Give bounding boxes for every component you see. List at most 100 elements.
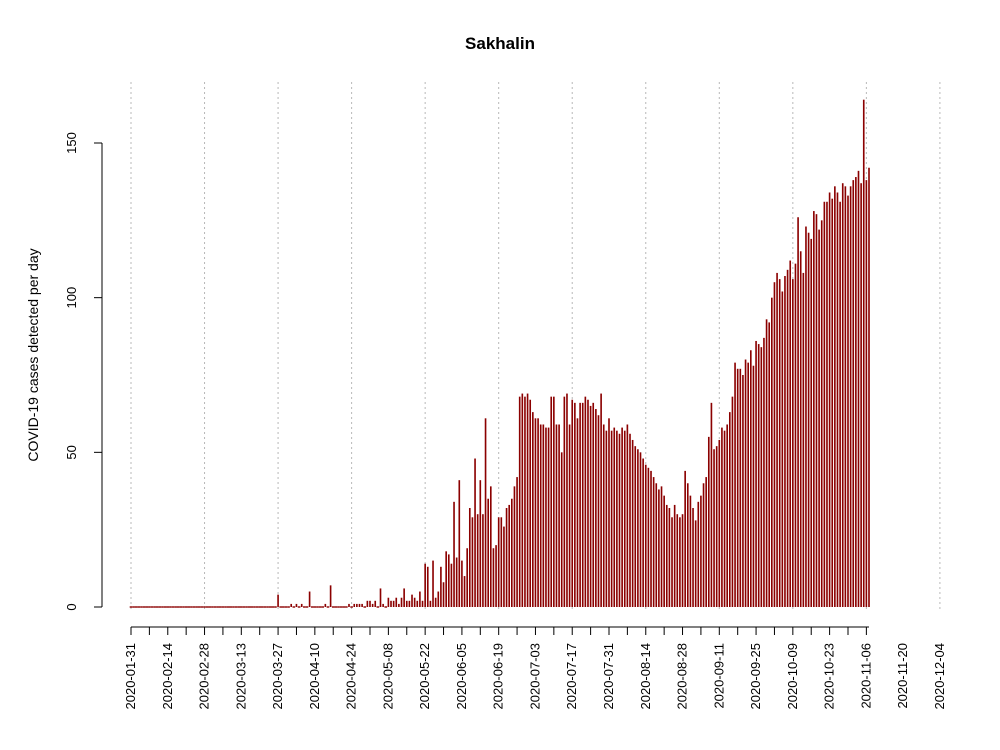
bar xyxy=(781,291,784,607)
bar xyxy=(419,591,421,607)
bar xyxy=(797,217,799,608)
bar xyxy=(721,427,723,607)
bar xyxy=(747,362,749,607)
x-tick-label: 2020-06-05 xyxy=(454,643,469,710)
bar xyxy=(300,603,303,607)
bar xyxy=(521,393,524,607)
bar xyxy=(855,177,857,607)
x-tick-label: 2020-07-17 xyxy=(564,643,579,710)
bar xyxy=(715,446,718,607)
bar xyxy=(771,297,773,607)
bar xyxy=(818,229,820,608)
bar xyxy=(616,430,618,607)
bar xyxy=(671,517,673,607)
bar xyxy=(810,238,813,607)
bar xyxy=(437,591,440,607)
bar xyxy=(495,545,497,607)
bar xyxy=(348,603,350,607)
bar xyxy=(623,430,626,607)
bar xyxy=(366,600,369,607)
bar xyxy=(329,585,332,607)
x-tick-label: 2020-10-23 xyxy=(822,643,837,710)
bar xyxy=(358,603,361,607)
bar xyxy=(868,167,870,607)
bar xyxy=(566,393,568,607)
bar xyxy=(644,464,647,607)
bar xyxy=(597,415,600,607)
bar xyxy=(405,600,408,607)
bar xyxy=(581,402,584,607)
y-axis-label: COVID-19 cases detected per day xyxy=(25,248,41,461)
bar xyxy=(805,226,807,607)
bar xyxy=(826,201,828,607)
bar xyxy=(466,548,468,607)
x-tick-label: 2020-03-27 xyxy=(270,643,285,710)
bar xyxy=(613,427,616,607)
bar xyxy=(560,452,563,607)
bar xyxy=(424,563,426,607)
bar xyxy=(447,554,450,607)
bar xyxy=(568,424,571,607)
bar xyxy=(571,399,574,607)
bar xyxy=(482,514,484,607)
bar xyxy=(689,495,692,607)
bar xyxy=(463,576,466,607)
bar xyxy=(277,594,279,607)
bar xyxy=(813,211,815,608)
x-tick-label: 2020-11-20 xyxy=(895,643,910,709)
bar xyxy=(755,340,757,607)
bar xyxy=(605,430,608,607)
bar xyxy=(610,430,613,607)
bar xyxy=(676,514,679,607)
bar xyxy=(681,514,684,607)
bar xyxy=(479,480,482,607)
x-tick-label: 2020-12-04 xyxy=(932,643,947,710)
x-tick-label: 2020-06-19 xyxy=(491,643,506,710)
bar xyxy=(587,399,589,607)
bar xyxy=(660,486,663,607)
bar xyxy=(639,452,642,607)
y-tick-label: 50 xyxy=(64,445,79,459)
bar xyxy=(458,480,461,607)
bar xyxy=(652,477,655,607)
bar xyxy=(492,548,495,607)
bar xyxy=(789,260,792,607)
bar xyxy=(526,393,529,607)
bar xyxy=(518,396,521,607)
bar xyxy=(374,600,377,607)
bar xyxy=(555,424,558,607)
bar xyxy=(592,402,595,607)
bar xyxy=(408,600,411,607)
bar xyxy=(655,483,658,607)
x-tick-label: 2020-10-09 xyxy=(785,643,800,710)
bar xyxy=(290,603,293,607)
bar xyxy=(398,603,400,607)
bar xyxy=(295,603,298,607)
bar xyxy=(545,427,547,607)
bar xyxy=(734,362,736,607)
bar xyxy=(500,517,503,607)
bar xyxy=(476,514,479,607)
bar xyxy=(395,597,398,607)
bar xyxy=(700,495,702,607)
bar xyxy=(634,446,637,607)
bar xyxy=(602,424,605,607)
bar xyxy=(600,393,602,607)
y-tick-label: 100 xyxy=(64,287,79,309)
bar xyxy=(760,347,763,607)
bar xyxy=(411,594,413,607)
bar xyxy=(668,508,671,607)
bar xyxy=(823,201,826,607)
bar xyxy=(553,396,555,607)
bar xyxy=(686,483,689,607)
bar xyxy=(742,375,744,607)
bar xyxy=(618,433,621,607)
x-tick-label: 2020-05-22 xyxy=(417,643,432,710)
bar xyxy=(673,504,676,607)
bar xyxy=(474,458,476,607)
bar xyxy=(736,368,739,607)
bar xyxy=(511,498,513,607)
bar xyxy=(529,399,532,607)
bar xyxy=(429,600,432,607)
bar xyxy=(489,486,492,607)
